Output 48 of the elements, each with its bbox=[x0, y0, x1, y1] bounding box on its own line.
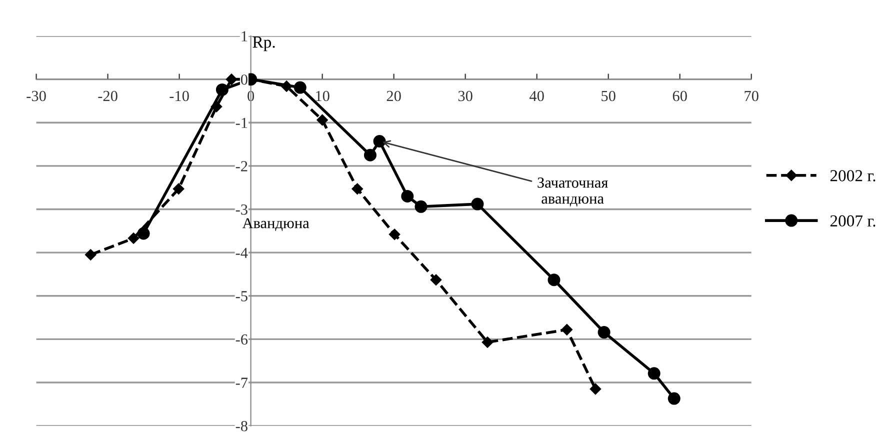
x-tick-label: 70 bbox=[744, 90, 758, 102]
x-tick-label: -20 bbox=[98, 90, 118, 102]
point bbox=[414, 200, 428, 213]
x-tick-label: 60 bbox=[672, 90, 687, 102]
y-tick-label: -6 bbox=[236, 334, 248, 345]
x-tick-label: 20 bbox=[386, 90, 401, 102]
point bbox=[137, 227, 150, 240]
point bbox=[172, 183, 184, 195]
x-tick-label: 50 bbox=[602, 90, 616, 102]
point bbox=[648, 367, 660, 380]
x-tick-label: 40 bbox=[530, 90, 544, 102]
point bbox=[226, 74, 238, 85]
x-tick-label: 10 bbox=[316, 90, 330, 102]
point bbox=[668, 392, 680, 405]
point bbox=[548, 274, 560, 286]
point bbox=[590, 383, 602, 395]
legend-label: 2002 г. bbox=[830, 170, 876, 182]
point bbox=[128, 232, 140, 244]
y-tick-label: 0 bbox=[240, 74, 248, 85]
point bbox=[352, 183, 363, 195]
x-tick-label: 30 bbox=[458, 90, 472, 102]
point bbox=[598, 326, 610, 339]
x-tick-label: -10 bbox=[170, 90, 189, 102]
legend-label: 2007 г. bbox=[830, 215, 876, 227]
point bbox=[482, 336, 494, 348]
point bbox=[471, 198, 484, 210]
y-tick-label: -1 bbox=[236, 118, 248, 128]
y-tick-label: -5 bbox=[236, 291, 248, 302]
y-tick-label: -8 bbox=[236, 420, 248, 432]
point bbox=[561, 324, 572, 336]
annotation: Зачаточная авандюна bbox=[538, 177, 608, 207]
point bbox=[373, 135, 386, 148]
point bbox=[388, 228, 400, 240]
y-tick-label: 1 bbox=[242, 31, 248, 42]
point bbox=[430, 274, 442, 286]
y-tick-label: -3 bbox=[236, 204, 248, 215]
point bbox=[294, 81, 306, 94]
point bbox=[216, 83, 228, 96]
point bbox=[401, 190, 414, 203]
point bbox=[85, 249, 96, 260]
x-tick-label: -30 bbox=[26, 90, 46, 102]
point bbox=[364, 148, 376, 162]
annotation: Авандюна bbox=[242, 218, 310, 232]
y-axis-title: Rp. bbox=[252, 36, 275, 52]
y-tick-label: -2 bbox=[236, 161, 248, 172]
y-tick-label: -7 bbox=[236, 378, 248, 388]
point bbox=[316, 114, 328, 126]
y-tick-label: -4 bbox=[236, 248, 248, 258]
